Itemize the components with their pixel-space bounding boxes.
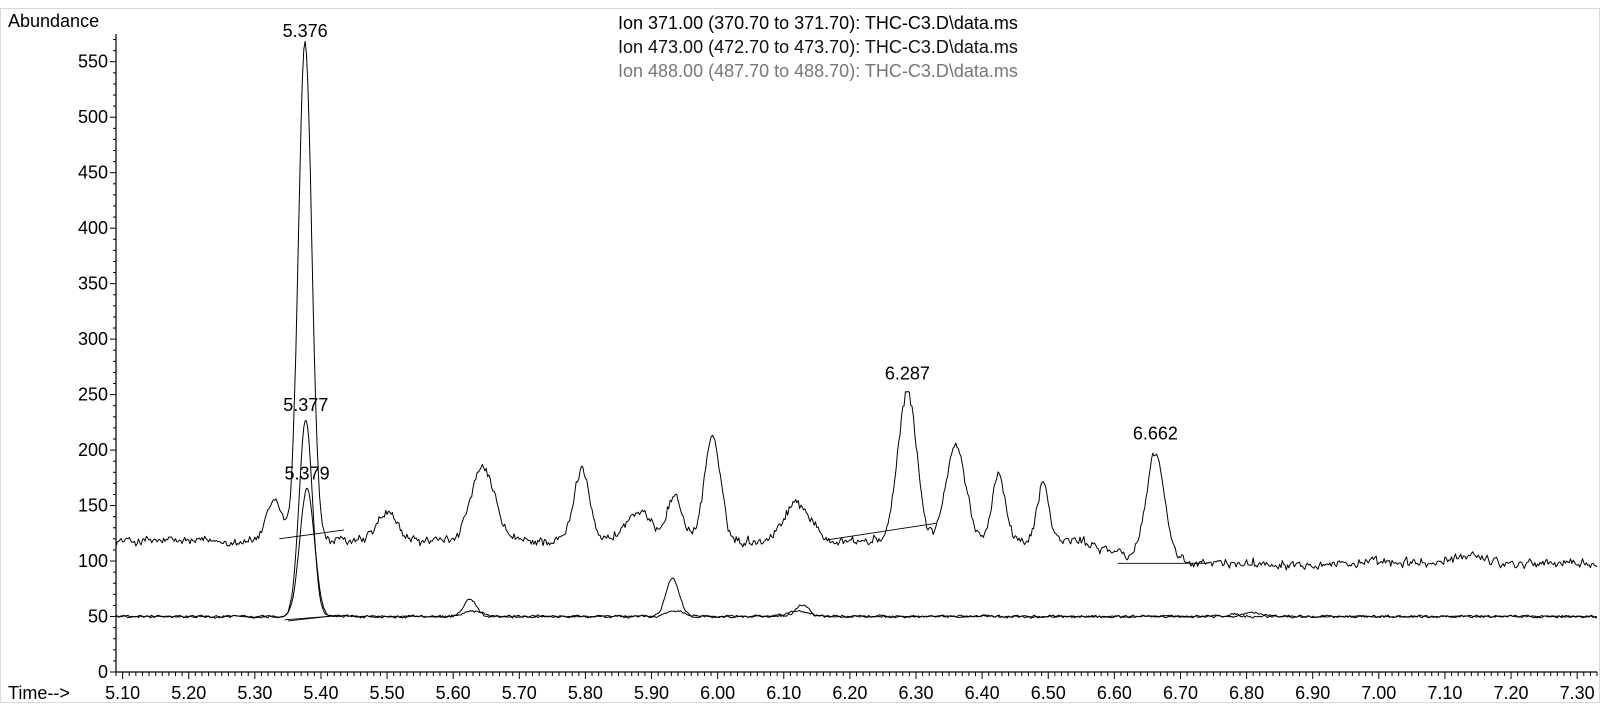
x-tick-label: 5.90 [634, 683, 669, 703]
y-tick-label: 450 [78, 163, 108, 183]
x-tick-label: 5.50 [370, 683, 405, 703]
x-tick-label: 6.50 [1031, 683, 1066, 703]
y-tick-label: 150 [78, 496, 108, 516]
x-tick-label: 6.00 [700, 683, 735, 703]
x-tick-label: 6.20 [832, 683, 867, 703]
legend-entry-ion-473: Ion 473.00 (472.70 to 473.70): THC-C3.D\… [618, 37, 1018, 57]
x-tick-label: 6.40 [965, 683, 1000, 703]
y-tick-label: 300 [78, 329, 108, 349]
peak-label: 5.379 [285, 464, 330, 484]
integration-baseline [279, 529, 345, 540]
x-tick-label: 6.80 [1229, 683, 1264, 703]
trace-3 [115, 487, 1598, 619]
x-tick-label: 6.30 [898, 683, 933, 703]
peak-annotations: 5.376 6.287 6.662 5.377 5.379 [283, 21, 1178, 484]
peak-label: 5.377 [283, 395, 328, 415]
x-tick-label: 5.20 [171, 683, 206, 703]
trace-2 [115, 420, 1598, 619]
y-tick-label: 0 [98, 662, 108, 682]
peak-label: 5.376 [283, 21, 328, 41]
y-tick-label: 100 [78, 551, 108, 571]
integration-baseline [287, 614, 338, 622]
integration-baselines [279, 522, 1207, 622]
x-tick-label: 7.10 [1427, 683, 1462, 703]
x-tick-label: 7.00 [1361, 683, 1396, 703]
y-tick-label: 400 [78, 218, 108, 238]
x-tick-label: 5.40 [303, 683, 338, 703]
trace-1 [115, 40, 1598, 571]
y-tick-label: 500 [78, 107, 108, 127]
x-tick-label: 6.60 [1097, 683, 1132, 703]
x-tick-label: 7.30 [1560, 683, 1595, 703]
x-axis-label: Time--> [8, 683, 70, 703]
x-tick-label: 5.70 [502, 683, 537, 703]
x-tick-label: 7.20 [1494, 683, 1529, 703]
y-axis-ticks: 0 50 100 150 200 250 300 350 400 450 500 550 [78, 39, 116, 682]
integration-baseline [826, 522, 936, 541]
x-tick-label: 5.60 [436, 683, 471, 703]
legend-entry-ion-488: Ion 488.00 (487.70 to 488.70): THC-C3.D\… [618, 61, 1018, 81]
y-axis-label: Abundance [8, 11, 99, 31]
x-tick-label: 5.10 [105, 683, 140, 703]
y-tick-label: 350 [78, 274, 108, 294]
y-tick-label: 250 [78, 385, 108, 405]
x-axis-ticks: 5.10 5.20 5.30 5.40 5.50 5.60 5.70 5.80 5.90 6.00… [105, 672, 1598, 703]
peak-label: 6.662 [1133, 424, 1178, 444]
ion-traces [115, 40, 1598, 619]
x-tick-label: 5.80 [568, 683, 603, 703]
legend: Ion 371.00 (370.70 to 371.70): THC-C3.D\… [618, 13, 1018, 81]
x-tick-label: 6.10 [766, 683, 801, 703]
x-tick-label: 6.70 [1163, 683, 1198, 703]
y-tick-label: 50 [88, 607, 108, 627]
y-tick-label: 200 [78, 440, 108, 460]
x-tick-label: 6.90 [1295, 683, 1330, 703]
y-tick-label: 550 [78, 52, 108, 72]
peak-label: 6.287 [885, 364, 930, 384]
x-tick-label: 5.30 [237, 683, 272, 703]
legend-entry-ion-371: Ion 371.00 (370.70 to 371.70): THC-C3.D\… [618, 13, 1018, 33]
chart-frame [0, 8, 1600, 703]
